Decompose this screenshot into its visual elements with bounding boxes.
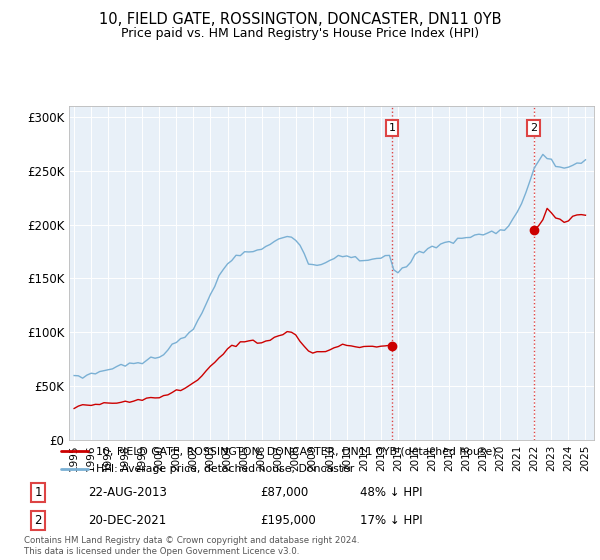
- Text: Price paid vs. HM Land Registry's House Price Index (HPI): Price paid vs. HM Land Registry's House …: [121, 27, 479, 40]
- Text: 20-DEC-2021: 20-DEC-2021: [88, 514, 166, 527]
- Text: HPI: Average price, detached house, Doncaster: HPI: Average price, detached house, Donc…: [95, 464, 354, 474]
- Text: £87,000: £87,000: [260, 486, 308, 499]
- Text: 17% ↓ HPI: 17% ↓ HPI: [360, 514, 422, 527]
- Text: 2: 2: [34, 514, 42, 527]
- Text: Contains HM Land Registry data © Crown copyright and database right 2024.
This d: Contains HM Land Registry data © Crown c…: [24, 536, 359, 556]
- Text: 10, FIELD GATE, ROSSINGTON, DONCASTER, DN11 0YB (detached house): 10, FIELD GATE, ROSSINGTON, DONCASTER, D…: [95, 446, 496, 456]
- Text: £195,000: £195,000: [260, 514, 316, 527]
- Text: 22-AUG-2013: 22-AUG-2013: [88, 486, 167, 499]
- Text: 2: 2: [530, 123, 538, 133]
- Text: 48% ↓ HPI: 48% ↓ HPI: [360, 486, 422, 499]
- Text: 10, FIELD GATE, ROSSINGTON, DONCASTER, DN11 0YB: 10, FIELD GATE, ROSSINGTON, DONCASTER, D…: [99, 12, 501, 27]
- Text: 1: 1: [388, 123, 395, 133]
- Text: 1: 1: [34, 486, 42, 499]
